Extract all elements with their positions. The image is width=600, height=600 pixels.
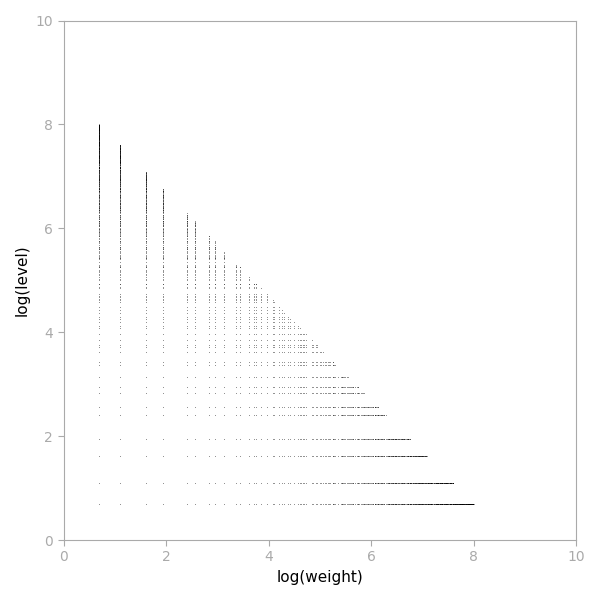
- X-axis label: log(weight): log(weight): [277, 570, 363, 585]
- Y-axis label: log(level): log(level): [15, 244, 30, 316]
